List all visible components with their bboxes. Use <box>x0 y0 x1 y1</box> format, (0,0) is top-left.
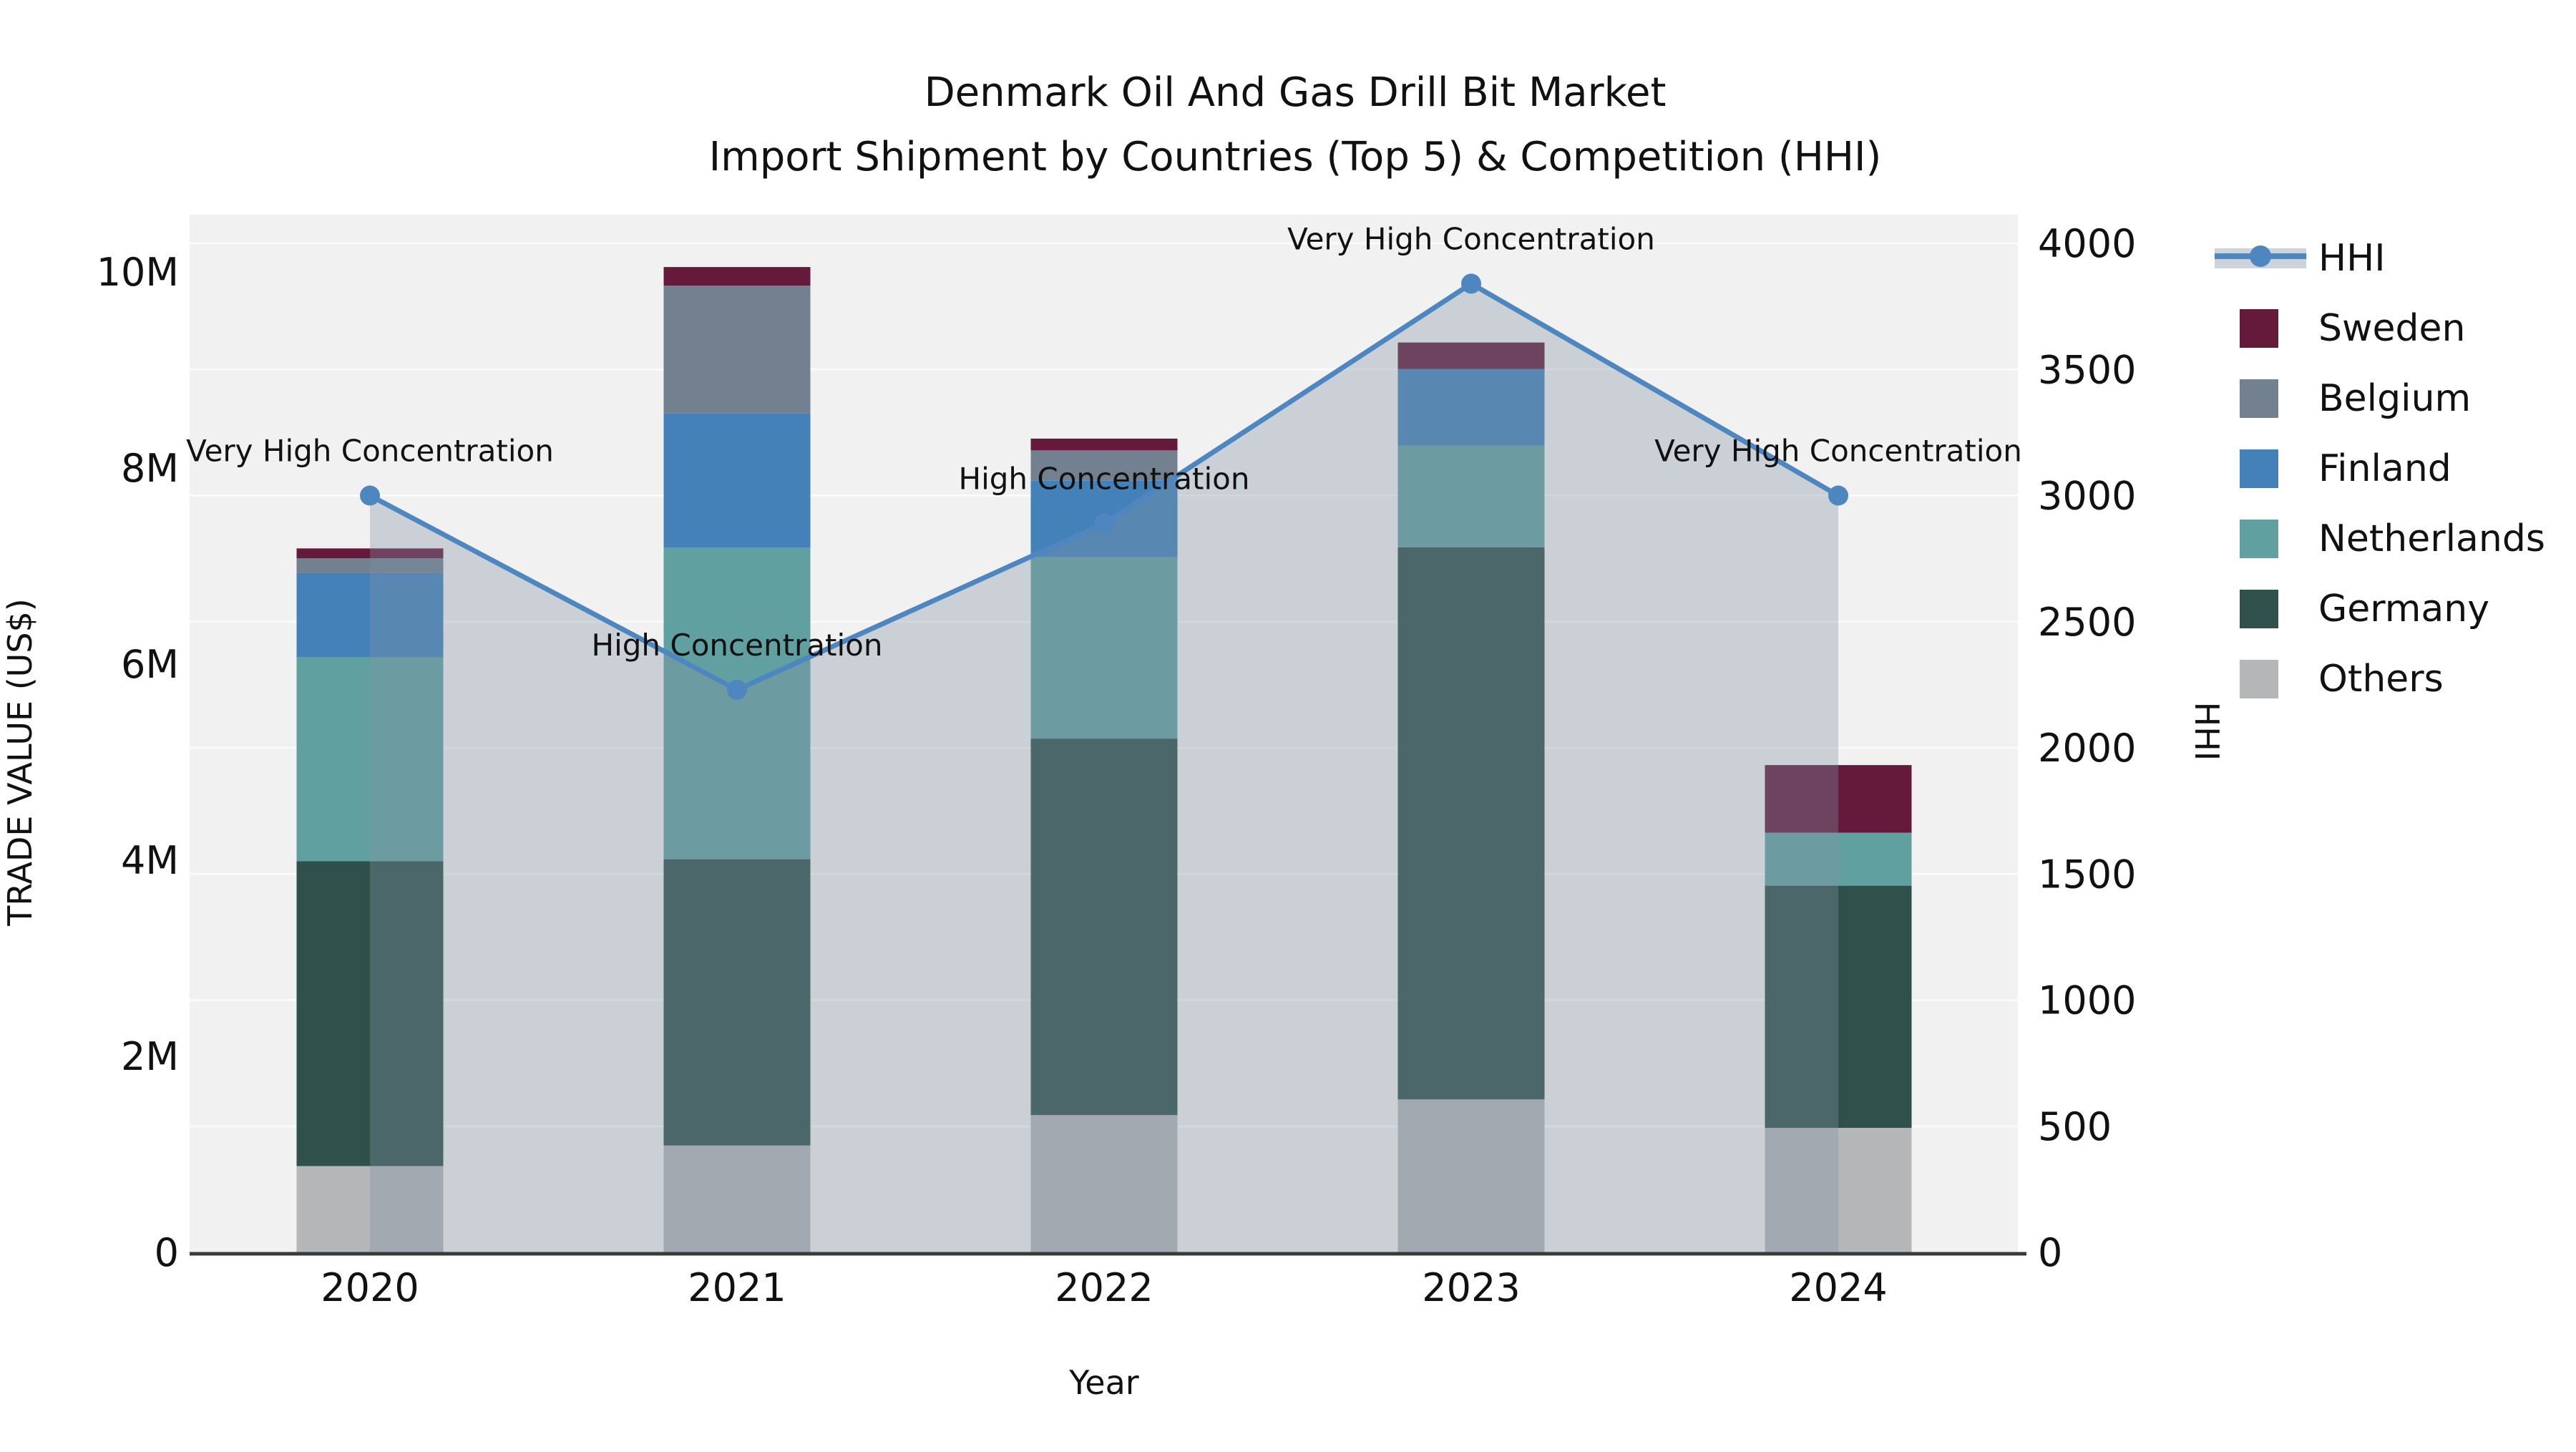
chart-title-line1: Denmark Oil And Gas Drill Bit Market <box>924 69 1667 116</box>
y-left-axis-title: TRADE VALUE (US$) <box>1 598 39 926</box>
bar-segment-netherlands-2020 <box>296 657 444 862</box>
hhi-marker-2021 <box>727 679 747 700</box>
bar-segment-sweden-2020 <box>296 548 444 559</box>
legend-label-finland: Finland <box>2318 447 2451 490</box>
x-tick-2021: 2021 <box>688 1265 786 1310</box>
y-left-tick-4M: 4M <box>121 838 179 883</box>
legend-hhi-marker <box>2250 245 2271 267</box>
hhi-annotation-2022: High Concentration <box>959 461 1250 496</box>
y-right-tick-1500: 1500 <box>2038 852 2136 897</box>
legend-label-netherlands: Netherlands <box>2318 517 2545 560</box>
x-tick-2024: 2024 <box>1789 1265 1887 1310</box>
bar-segment-germany-2021 <box>663 859 811 1146</box>
hhi-marker-2023 <box>1461 273 1481 294</box>
bar-segment-germany-2024 <box>1765 885 1912 1129</box>
bar-segment-germany-2023 <box>1397 547 1545 1100</box>
bar-segment-netherlands-2021 <box>663 547 811 859</box>
y-right-tick-4000: 4000 <box>2038 221 2136 266</box>
bar-segment-germany-2022 <box>1030 739 1178 1116</box>
bar-segment-belgium-2022 <box>1030 450 1178 481</box>
bar-segment-sweden-2023 <box>1397 342 1545 369</box>
y-right-tick-1000: 1000 <box>2038 978 2136 1023</box>
hhi-marker-2022 <box>1094 513 1114 534</box>
bar-segment-netherlands-2022 <box>1030 557 1178 739</box>
y-right-tick-0: 0 <box>2038 1230 2062 1275</box>
x-tick-2020: 2020 <box>321 1265 419 1310</box>
legend-label-sweden: Sweden <box>2318 307 2466 350</box>
legend-swatch-germany <box>2240 590 2278 628</box>
hhi-annotation-2021: High Concentration <box>592 628 883 663</box>
bar-segment-belgium-2020 <box>296 558 444 573</box>
bar-segment-sweden-2022 <box>1030 438 1178 451</box>
bar-segment-sweden-2021 <box>663 267 811 286</box>
y-right-tick-3500: 3500 <box>2038 347 2136 392</box>
bar-segment-netherlands-2023 <box>1397 445 1545 547</box>
legend-label-others: Others <box>2318 658 2444 701</box>
y-left-tick-8M: 8M <box>121 446 179 491</box>
hhi-marker-2024 <box>1828 485 1848 506</box>
bar-segment-sweden-2024 <box>1765 765 1912 833</box>
y-left-tick-2M: 2M <box>121 1034 179 1079</box>
legend-swatch-belgium <box>2240 379 2278 418</box>
bar-segment-others-2023 <box>1397 1099 1545 1252</box>
bar-segment-others-2022 <box>1030 1115 1178 1252</box>
legend-label-hhi: HHI <box>2318 237 2386 280</box>
bar-segment-finland-2020 <box>296 572 444 658</box>
y-left-tick-0: 0 <box>155 1230 179 1275</box>
x-tick-2022: 2022 <box>1055 1265 1153 1310</box>
legend-swatch-netherlands <box>2240 520 2278 558</box>
bar-segment-finland-2023 <box>1397 369 1545 446</box>
x-axis-title: Year <box>1068 1363 1138 1402</box>
y-right-tick-500: 500 <box>2038 1104 2112 1149</box>
hhi-annotation-2020: Very High Concentration <box>186 434 554 469</box>
y-right-tick-3000: 3000 <box>2038 474 2136 519</box>
y-right-tick-2500: 2500 <box>2038 600 2136 645</box>
bar-segment-others-2021 <box>663 1145 811 1252</box>
legend-swatch-others <box>2240 660 2278 698</box>
chart-title-line2: Import Shipment by Countries (Top 5) & C… <box>709 134 1882 180</box>
legend-label-belgium: Belgium <box>2318 377 2471 420</box>
bar-segment-belgium-2021 <box>663 286 811 414</box>
legend-swatch-sweden <box>2240 309 2278 348</box>
x-tick-2023: 2023 <box>1422 1265 1520 1310</box>
bar-segment-germany-2020 <box>296 861 444 1166</box>
hhi-marker-2020 <box>360 485 380 506</box>
bar-segment-finland-2021 <box>663 413 811 547</box>
hhi-annotation-2023: Very High Concentration <box>1287 221 1655 256</box>
legend-swatch-finland <box>2240 449 2278 488</box>
y-right-axis-title: HHI <box>2187 702 2226 761</box>
y-left-tick-6M: 6M <box>121 642 179 687</box>
bar-segment-netherlands-2024 <box>1765 832 1912 886</box>
y-left-tick-10M: 10M <box>97 250 179 295</box>
y-right-tick-2000: 2000 <box>2038 726 2136 771</box>
bar-segment-others-2020 <box>296 1166 444 1252</box>
bar-segment-others-2024 <box>1765 1128 1912 1252</box>
legend-label-germany: Germany <box>2318 588 2489 630</box>
hhi-area-fill <box>370 283 1838 1252</box>
hhi-annotation-2024: Very High Concentration <box>1654 434 2022 469</box>
